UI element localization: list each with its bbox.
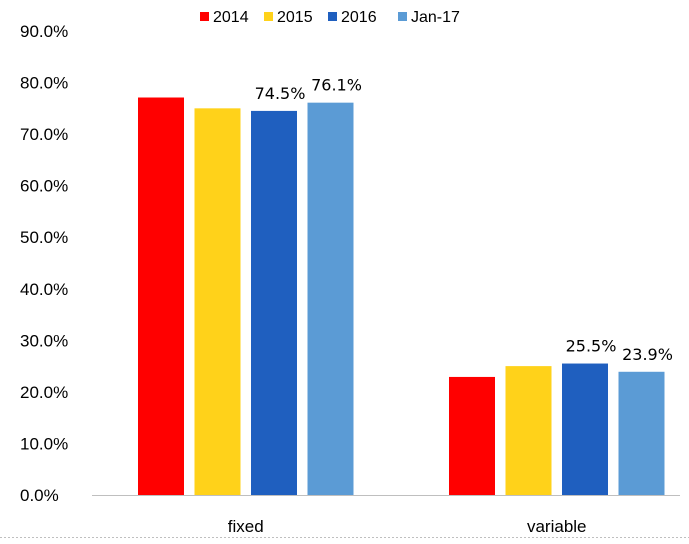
- y-tick-label: 0.0%: [20, 486, 59, 505]
- data-label: 74.5%: [255, 84, 306, 103]
- y-tick-label: 60.0%: [20, 177, 68, 196]
- bar-2014-variable: [449, 376, 495, 495]
- legend-swatch-2015: [264, 12, 273, 21]
- data-labels: 74.5% 76.1% 25.5% 23.9%: [255, 76, 673, 364]
- y-tick-label: 80.0%: [20, 74, 68, 93]
- x-axis-categories: fixed variable: [228, 517, 587, 536]
- y-tick-label: 70.0%: [20, 125, 68, 144]
- y-tick-label: 90.0%: [20, 22, 68, 41]
- y-tick-label: 30.0%: [20, 331, 68, 350]
- legend-swatch-jan-17: [398, 12, 407, 21]
- legend-label-2014: 2014: [213, 9, 249, 26]
- bar-jan-17-fixed: [307, 102, 354, 495]
- y-tick-label: 20.0%: [20, 383, 68, 402]
- bar-jan-17-variable: [618, 371, 665, 495]
- y-tick-label: 50.0%: [20, 228, 68, 247]
- data-label: 25.5%: [566, 337, 617, 356]
- bar-2016-variable: [562, 363, 608, 495]
- bar-2016-fixed: [251, 110, 297, 496]
- category-label-variable: variable: [527, 517, 587, 536]
- legend-swatch-2016: [328, 12, 337, 21]
- bars: [138, 97, 665, 496]
- bar-2014-fixed: [138, 97, 184, 496]
- category-label-fixed: fixed: [228, 517, 264, 536]
- data-label: 76.1%: [311, 76, 362, 95]
- y-tick-label: 10.0%: [20, 434, 68, 453]
- y-axis-ticks: 0.0% 10.0% 20.0% 30.0% 40.0% 50.0% 60.0% 70.0% 8…: [20, 22, 68, 505]
- legend-label-2016: 2016: [341, 9, 377, 26]
- legend-label-2015: 2015: [277, 9, 313, 26]
- legend-label-jan-17: Jan-17: [411, 9, 460, 26]
- bar-2015-fixed: [194, 108, 241, 495]
- bar-2015-variable: [505, 366, 552, 495]
- legend: 2014 2015 2016 Jan-17: [200, 9, 460, 26]
- data-label: 23.9%: [622, 345, 673, 364]
- legend-swatch-2014: [200, 12, 209, 21]
- y-tick-label: 40.0%: [20, 280, 68, 299]
